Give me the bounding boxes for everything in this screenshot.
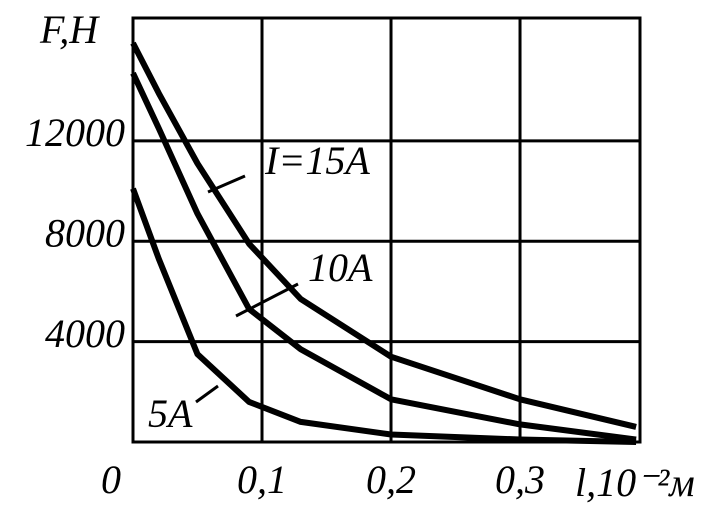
leader-line bbox=[235, 282, 299, 318]
leader-line bbox=[207, 174, 246, 194]
x-tick-label: 0 bbox=[101, 457, 121, 502]
curve-label: 10A bbox=[308, 245, 373, 290]
leader-line bbox=[195, 384, 219, 404]
x-axis-label: l,10⁻²м bbox=[575, 460, 695, 505]
y-axis-label: F,H bbox=[39, 7, 100, 52]
x-tick-label: 0,3 bbox=[495, 457, 545, 502]
curve-label: I=15A bbox=[264, 138, 370, 183]
x-tick-label: 0,2 bbox=[366, 457, 416, 502]
curve bbox=[130, 187, 637, 445]
x-tick-label: 0,1 bbox=[237, 457, 287, 502]
curve-label: 5A bbox=[148, 391, 193, 436]
curve bbox=[130, 71, 637, 443]
y-tick-label: 8000 bbox=[45, 210, 125, 255]
y-tick-label: 12000 bbox=[25, 110, 125, 155]
y-tick-label: 4000 bbox=[45, 311, 125, 356]
curve bbox=[130, 41, 637, 430]
